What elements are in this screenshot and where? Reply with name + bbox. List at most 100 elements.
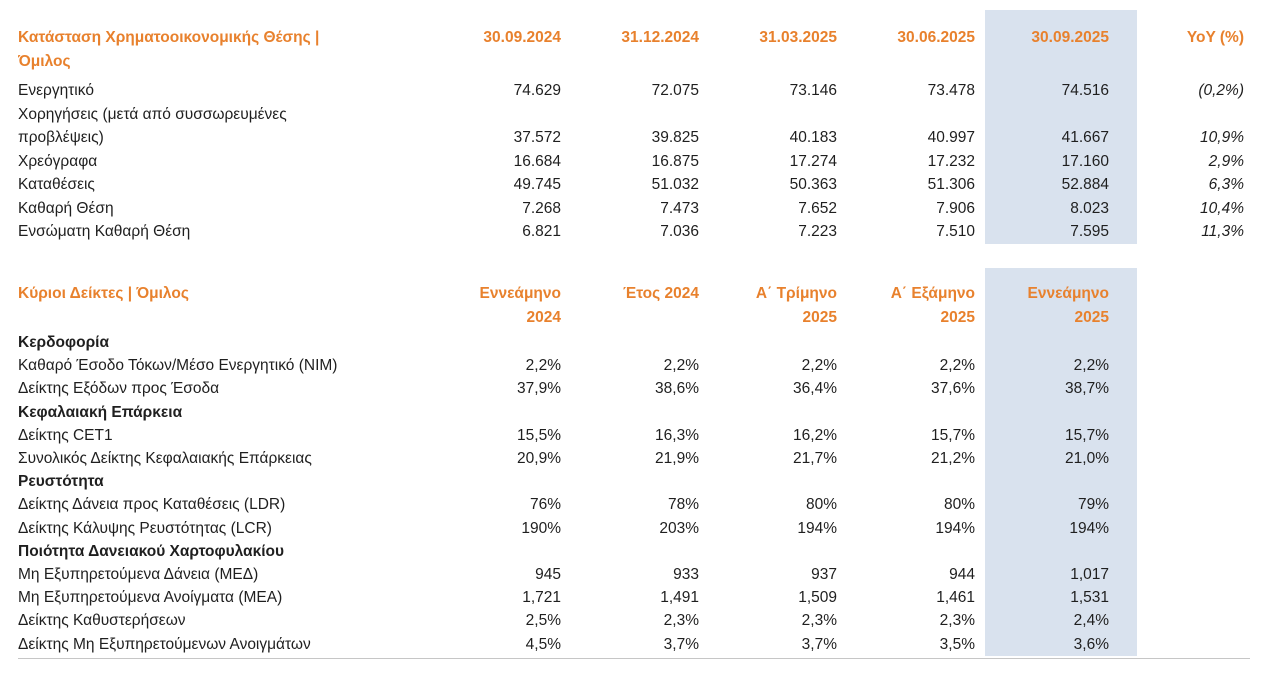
table-title: Κατάσταση Χρηματοοικονομικής Θέσης | Όμι…	[18, 29, 320, 70]
table-row: Μη Εξυπηρετούμενα Δάνεια (ΜΕΔ) 945 933 937 9…	[18, 563, 1137, 587]
value-cell: 1,721	[522, 589, 561, 607]
row-label: Μη Εξυπηρετούμενα Δάνεια (ΜΕΔ)	[18, 566, 259, 584]
table-row: Χρεόγραφα 16.684 16.875 17.274 17.232 17.160 2…	[18, 149, 1250, 173]
value-cell: 51.032	[651, 176, 699, 193]
value-cell: 2,2%	[939, 357, 975, 375]
value-cell-highlighted: 1,531	[975, 586, 1137, 610]
table-row: Καταθέσεις 49.745 51.032 50.363 51.306 52.884…	[18, 173, 1250, 197]
value-cell: 17.274	[789, 152, 837, 170]
table-row: Ενεργητικό 74.629 72.075 73.146 73.478 74.516…	[18, 79, 1250, 103]
value-cell: 7.652	[798, 199, 837, 217]
value-cell: 6.821	[522, 223, 561, 240]
value-cell	[837, 470, 975, 493]
value-cell-highlighted: 41.667	[975, 102, 1137, 150]
table-row: Καθαρή Θέση 7.268 7.473 7.652 7.906 8.023 10,4…	[18, 196, 1250, 220]
value-cell: 194%	[797, 519, 837, 537]
value-cell: 76%	[529, 496, 561, 514]
column-header-30-09-2025-highlighted: 30.09.2025	[975, 10, 1137, 79]
value-cell: 2,2%	[525, 357, 561, 375]
value-cell	[699, 331, 837, 354]
table-row: Δείκτης Δάνεια προς Καταθέσεις (LDR) 76% 7…	[18, 493, 1137, 517]
value-cell: 39.825	[651, 129, 699, 146]
value-cell	[561, 540, 699, 563]
value-cell: 1,491	[660, 589, 699, 607]
section-row: Ρευστότητα	[18, 470, 1137, 494]
value-cell: 7.036	[660, 223, 699, 240]
value-cell: 16,3%	[655, 426, 699, 444]
value-cell	[433, 401, 561, 424]
value-cell-highlighted	[975, 331, 1137, 355]
value-cell: 2,3%	[801, 612, 837, 630]
value-cell: 2,5%	[525, 612, 561, 630]
table-row: Μη Εξυπηρετούμενα Ανοίγματα (ΜΕΑ) 1,721 1,…	[18, 586, 1137, 610]
value-cell	[561, 470, 699, 493]
value-cell: 1,461	[936, 589, 975, 607]
value-cell-highlighted: 3,6%	[975, 632, 1137, 656]
table-row: Ενσώματη Καθαρή Θέση 6.821 7.036 7.223 7.510…	[18, 220, 1250, 244]
value-cell: 37,6%	[931, 380, 975, 398]
value-cell: 15,7%	[931, 426, 975, 444]
section-row: Ποιότητα Δανειακού Χαρτοφυλακίου	[18, 539, 1137, 564]
table-row: Συνολικός Δείκτης Κεφαλαιακής Επάρκειας 2…	[18, 447, 1137, 471]
row-label: Ενεργητικό	[18, 82, 94, 99]
column-header-fy-2024: Έτος 2024	[622, 285, 699, 302]
value-cell: 15,5%	[517, 426, 561, 444]
column-header-9m-2025-highlighted: Εννεάμηνο 2025	[975, 268, 1137, 331]
row-label: Δείκτης Κάλυψης Ρευστότητας (LCR)	[18, 519, 272, 537]
value-cell-highlighted	[975, 400, 1137, 424]
value-cell: 51.306	[927, 176, 975, 193]
value-cell-highlighted: 17.160	[975, 149, 1137, 173]
value-cell: 2,2%	[801, 357, 837, 375]
row-label: Χορηγήσεις (μετά από συσσωρευμένες προβλ…	[18, 105, 287, 147]
value-cell: 78%	[667, 496, 699, 514]
value-cell: 7.473	[660, 199, 699, 217]
section-label: Ρευστότητα	[18, 473, 104, 491]
value-cell: 37,9%	[517, 380, 561, 398]
value-cell	[699, 401, 837, 424]
key-ratios-header-row: Κύριοι Δείκτες | Όμιλος Εννεάμηνο 2024 Έ…	[18, 268, 1137, 331]
value-cell: 21,9%	[655, 450, 699, 468]
value-cell	[561, 331, 699, 354]
value-cell: 933	[673, 566, 699, 584]
value-cell	[433, 540, 561, 563]
value-cell: 3,7%	[663, 635, 699, 653]
value-cell-highlighted: 8.023	[975, 196, 1137, 220]
value-cell: 74.629	[513, 82, 561, 99]
yoy-value-cell: (0,2%)	[1198, 82, 1244, 99]
financial-position-body: Ενεργητικό 74.629 72.075 73.146 73.478 74.516…	[18, 79, 1250, 244]
value-cell	[433, 470, 561, 493]
value-cell: 72.075	[651, 82, 699, 99]
value-cell: 937	[811, 566, 837, 584]
yoy-value-cell: 11,3%	[1201, 223, 1244, 240]
value-cell: 40.183	[789, 129, 837, 146]
value-cell: 73.146	[789, 82, 837, 99]
column-header-q1-2025: Α΄ Τρίμηνο 2025	[755, 285, 837, 326]
section-label: Κερδοφορία	[18, 334, 109, 351]
value-cell: 20,9%	[517, 450, 561, 468]
value-cell-highlighted	[975, 470, 1137, 494]
yoy-value-cell: 2,9%	[1208, 152, 1244, 170]
yoy-value-cell: 10,4%	[1200, 199, 1244, 217]
section-row: Κεφαλαιακή Επάρκεια	[18, 400, 1137, 424]
table-row: Χορηγήσεις (μετά από συσσωρευμένες προβλ…	[18, 102, 1250, 150]
value-cell-highlighted: 52.884	[975, 173, 1137, 197]
table-row: Δείκτης Κάλυψης Ρευστότητας (LCR) 190% 203…	[18, 516, 1137, 540]
table-row: Δείκτης Μη Εξυπηρετούμενων Ανοιγμάτων 4,5…	[18, 632, 1137, 656]
row-label: Καθαρό Έσοδο Τόκων/Μέσο Ενεργητικό (ΝΙΜ)	[18, 357, 338, 375]
value-cell: 49.745	[513, 176, 561, 193]
value-cell: 1,509	[798, 589, 837, 607]
value-cell	[837, 401, 975, 424]
key-ratios-table: Κύριοι Δείκτες | Όμιλος Εννεάμηνο 2024 Έ…	[18, 268, 1137, 656]
value-cell: 40.997	[927, 129, 975, 146]
value-cell: 203%	[659, 519, 699, 537]
yoy-value-cell: 6,3%	[1208, 176, 1244, 193]
value-cell: 21,2%	[931, 450, 975, 468]
value-cell: 17.232	[927, 152, 975, 170]
section-label: Ποιότητα Δανειακού Χαρτοφυλακίου	[18, 542, 285, 560]
row-label: Δείκτης Καθυστερήσεων	[18, 612, 186, 630]
value-cell	[837, 331, 975, 354]
value-cell	[837, 540, 975, 563]
value-cell-highlighted: 21,0%	[975, 447, 1137, 471]
value-cell	[699, 470, 837, 493]
value-cell: 37.572	[513, 129, 561, 146]
